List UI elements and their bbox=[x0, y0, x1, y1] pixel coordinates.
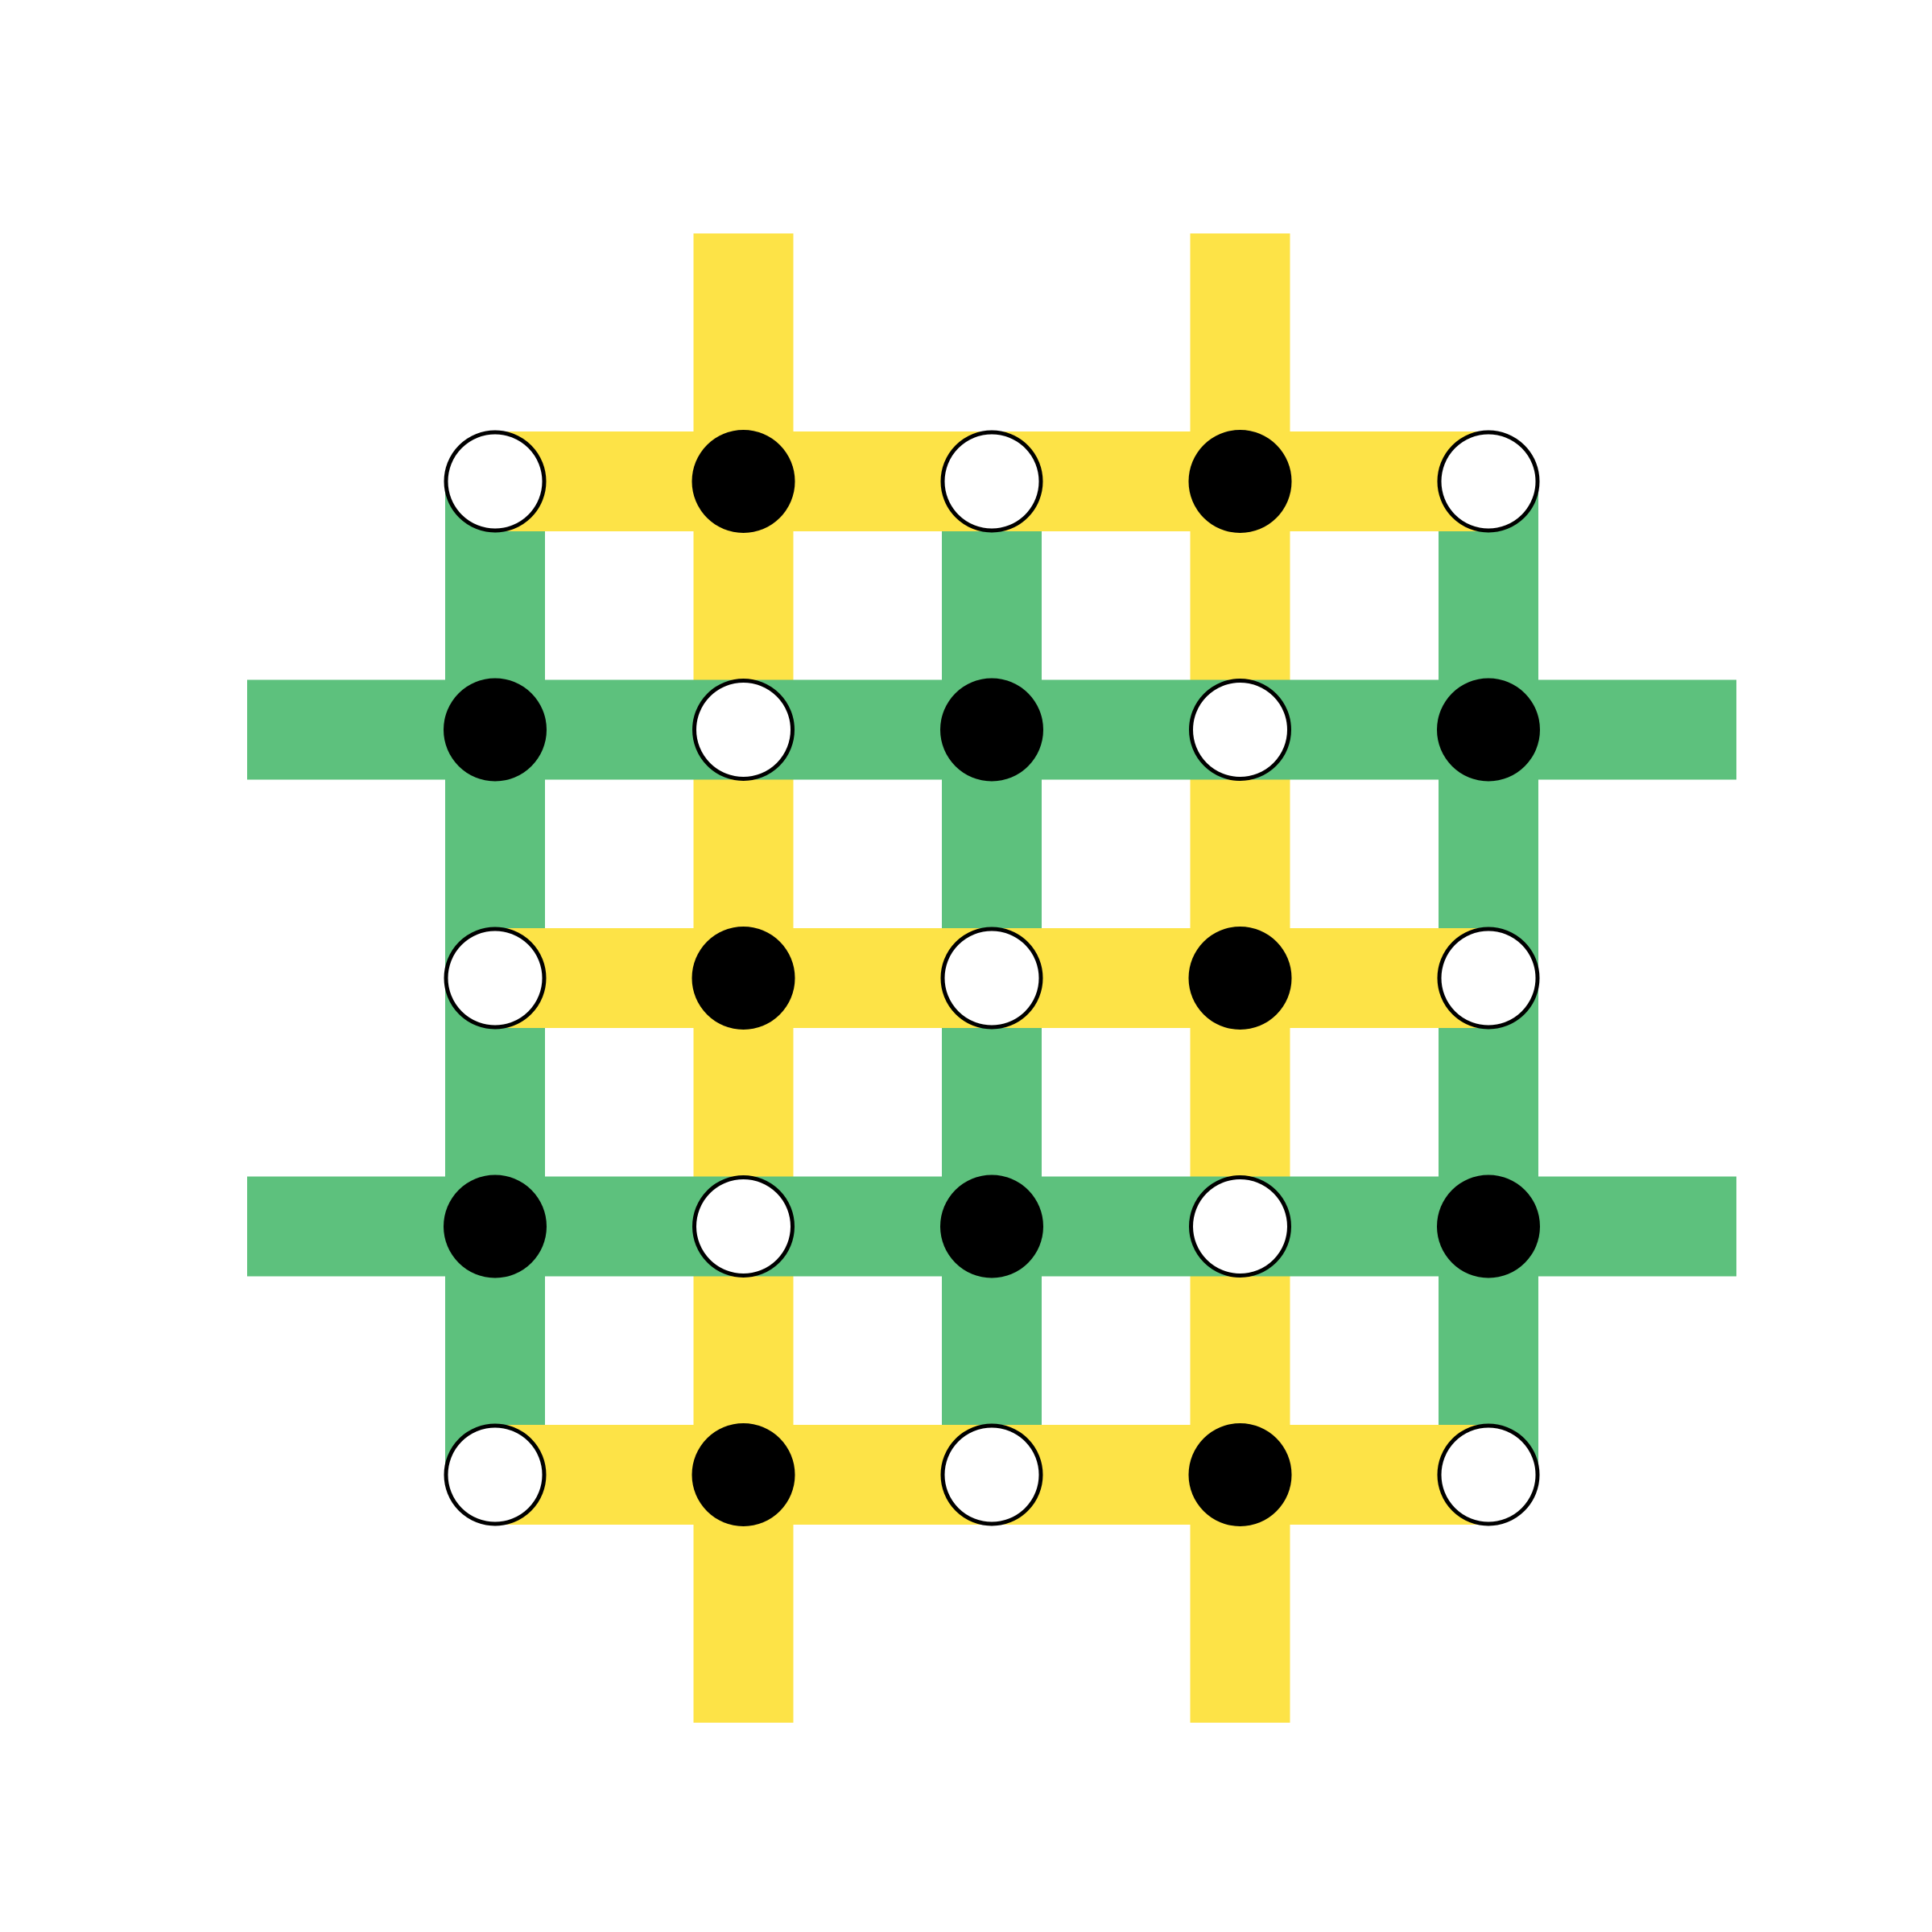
open-node bbox=[444, 1423, 547, 1526]
open-node bbox=[940, 927, 1043, 1030]
open-node bbox=[444, 927, 547, 1030]
filled-node bbox=[1437, 678, 1540, 782]
open-node bbox=[692, 679, 795, 781]
filled-node bbox=[444, 678, 547, 782]
open-node bbox=[444, 430, 547, 533]
open-node bbox=[1189, 1175, 1291, 1278]
lattice-nodes bbox=[444, 430, 1540, 1526]
filled-node bbox=[940, 678, 1043, 782]
filled-node bbox=[1188, 1423, 1292, 1526]
filled-node bbox=[1188, 927, 1292, 1030]
open-node bbox=[1437, 1423, 1540, 1526]
open-node bbox=[940, 430, 1043, 533]
filled-node bbox=[1188, 430, 1292, 533]
open-node bbox=[692, 1175, 795, 1278]
filled-node bbox=[691, 430, 795, 533]
filled-node bbox=[691, 1423, 795, 1526]
filled-node bbox=[940, 1174, 1043, 1278]
filled-node bbox=[444, 1174, 547, 1278]
open-node bbox=[1437, 927, 1540, 1030]
open-node bbox=[1437, 430, 1540, 533]
open-node bbox=[1189, 679, 1291, 781]
filled-node bbox=[691, 927, 795, 1030]
filled-node bbox=[1437, 1174, 1540, 1278]
open-node bbox=[940, 1423, 1043, 1526]
